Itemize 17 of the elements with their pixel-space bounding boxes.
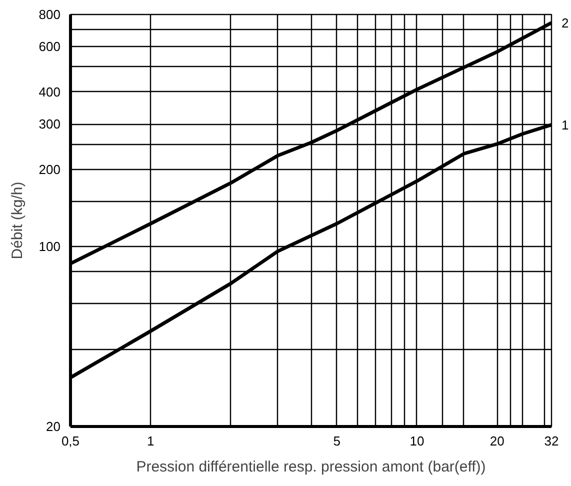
y-tick-label: 800 — [38, 7, 61, 22]
x-tick-label: 20 — [490, 434, 504, 448]
y-tick-label: 20 — [46, 419, 61, 434]
x-tick-label: 32 — [544, 434, 559, 448]
series-label: 2 — [562, 15, 569, 30]
y-tick-label: 600 — [38, 39, 61, 54]
y-tick-label: 200 — [38, 162, 61, 177]
y-tick-label: 300 — [38, 116, 61, 132]
series-label: 1 — [562, 117, 569, 132]
y-tick-label: 400 — [38, 84, 61, 100]
y-tick-label: 100 — [38, 239, 61, 254]
x-tick-label: 0,5 — [61, 434, 80, 448]
x-tick-label: 10 — [410, 434, 424, 448]
x-axis-title: Pression différentielle resp. pression amont (bar(eff)) — [136, 458, 486, 476]
y-axis-title: Débit (kg/h) — [8, 182, 26, 260]
x-tick-label: 5 — [333, 434, 340, 448]
x-tick-label: 1 — [147, 434, 154, 448]
